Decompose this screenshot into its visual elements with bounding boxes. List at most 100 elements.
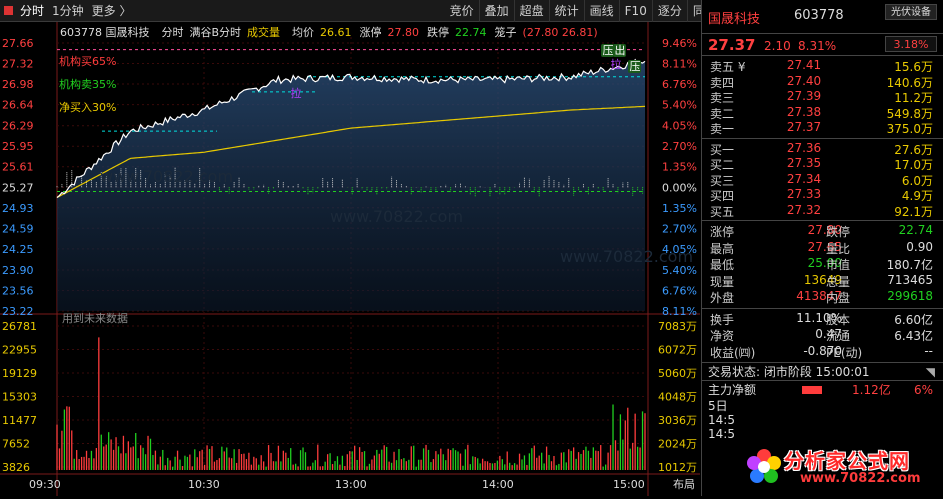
bid-price: 27.34: [786, 171, 822, 186]
sector-change: 3.18%: [885, 36, 937, 52]
partial-rows: 5日 14:5 14:5: [702, 399, 943, 441]
stat-value: 27.80: [807, 223, 842, 237]
ask-price: 27.38: [786, 104, 822, 119]
chart-info-text: 603778 国晟科技: [60, 25, 150, 39]
chart-info-text: 22.74: [455, 26, 487, 39]
period-tab-0[interactable]: 分时: [20, 3, 45, 18]
period-tab-2[interactable]: 更多 〉: [91, 3, 132, 18]
pct-tick-label: 5.40%: [662, 99, 697, 112]
ask-volume: 15.6万: [894, 60, 933, 74]
volume-tick-label: 19129: [2, 367, 37, 380]
price-line: [56, 58, 646, 198]
stat-value: 22.74: [898, 223, 933, 237]
bid-row[interactable]: 买五 27.32 92.1万: [702, 203, 943, 219]
toolbar-button-0[interactable]: 竞价: [445, 0, 480, 22]
intraday-chart[interactable]: 27.66 9.46% 27.32 8.11% 26.98 6.76% 26.64 5.40%…: [0, 22, 700, 496]
bid-volume: 17.0万: [894, 158, 933, 172]
partial-row: 5日: [708, 399, 728, 413]
toolbar-button-6[interactable]: 逐分: [653, 0, 688, 22]
mainforce-label: 主力净额: [708, 383, 757, 397]
signal-marker: 压: [603, 44, 614, 57]
stat-row: 收益(㈣) -0.870 PE(动) --: [702, 344, 943, 361]
signal-marker: 拉: [291, 86, 302, 100]
bid-row[interactable]: 买二 27.35 17.0万: [702, 156, 943, 172]
chart-info-text: 均价: [292, 26, 314, 39]
stat-value: 27.65: [807, 239, 842, 254]
chart-info-text: 涨停: [360, 25, 382, 39]
time-axis-label: 15:00: [613, 478, 645, 491]
ask-label: 卖一: [710, 122, 735, 136]
ask-row[interactable]: 卖五 ¥ 27.41 15.6万: [702, 58, 943, 74]
pct-tick-label: 2.70%: [662, 222, 697, 235]
ask-label: 卖三: [710, 91, 735, 105]
overlay-label: 净买入30%: [59, 100, 116, 114]
pct-tick-label: 6.76%: [662, 78, 697, 91]
volume-tick-label-right: 1012万: [658, 461, 697, 474]
ask-volume: 11.2万: [894, 91, 933, 105]
brand-url: www.70822.com: [800, 471, 921, 486]
bid-volume: 6.0万: [901, 173, 933, 188]
ask-price: 27.41: [786, 58, 822, 72]
ask-row[interactable]: 卖一 27.37 375.0万: [702, 120, 943, 136]
toolbar-button-5[interactable]: F10: [620, 0, 653, 22]
price-tick-label: 25.61: [2, 161, 34, 174]
pct-tick-label: 4.05%: [662, 120, 697, 133]
status-arrow-icon[interactable]: ◥: [925, 365, 935, 379]
stat-value: 6.60亿: [894, 312, 933, 327]
volume-tick-label-right: 7083万: [658, 320, 697, 333]
stock-name[interactable]: 国晟科技: [708, 12, 761, 27]
price-tick-label: 25.95: [2, 140, 34, 153]
bid-volume: 4.9万: [901, 189, 933, 203]
site-logo: 分析家公式网 www.70822.com: [744, 443, 940, 491]
bid-row[interactable]: 买一 27.36 27.6万: [702, 141, 943, 157]
avg-price-line: [56, 105, 646, 199]
price-tick-label: 25.27: [2, 181, 34, 194]
stat-label: 现量: [710, 274, 735, 289]
stat-row: 最低 25.00 市值 180.7亿: [702, 256, 943, 273]
chart-canvas[interactable]: 27.66 9.46% 27.32 8.11% 26.98 6.76% 26.64 5.40%…: [0, 22, 700, 496]
mainforce-value: 1.12亿: [852, 383, 891, 397]
toolbar-button-2[interactable]: 超盘: [515, 0, 550, 22]
bid-price: 27.35: [786, 156, 822, 170]
stat-label: 净资: [710, 329, 735, 343]
price-tick-label: 24.25: [2, 243, 34, 256]
ask-row[interactable]: 卖二 27.38 549.8万: [702, 105, 943, 121]
pct-tick-label: 1.35%: [662, 202, 697, 215]
toolbar-button-1[interactable]: 叠加: [480, 0, 515, 22]
ask-volume: 140.6万: [886, 75, 933, 90]
ask-row[interactable]: 卖四 27.40 140.6万: [702, 74, 943, 90]
period-tabs: 分时 1分钟 更多 〉: [0, 0, 135, 22]
price-area: [57, 59, 645, 311]
toolbar-button-3[interactable]: 统计: [550, 0, 585, 22]
pct-tick-label: 2.70%: [662, 140, 697, 153]
stat-value: 0.90: [906, 239, 933, 254]
stat-label: 跌停: [826, 225, 851, 239]
volume-tick-label-right: 4048万: [658, 391, 697, 404]
ask-row[interactable]: 卖三 27.39 11.2万: [702, 89, 943, 105]
bid-price: 27.32: [786, 202, 822, 217]
sector-button[interactable]: 光伏设备: [885, 4, 937, 20]
pct-tick-label: 1.35%: [662, 161, 697, 174]
stat-label: 量比: [826, 241, 851, 256]
volume-tick-label: 11477: [2, 414, 37, 427]
stat-value: 6.43亿: [894, 329, 933, 343]
price-tick-label: 27.32: [2, 58, 34, 71]
price-tick-label: 26.29: [2, 120, 34, 133]
bid-row[interactable]: 买三 27.34 6.0万: [702, 172, 943, 188]
mainforce-pct: 6%: [913, 383, 933, 397]
stat-row: 现量 13649 总量 713465: [702, 273, 943, 290]
stat-label: 内盘: [826, 291, 851, 305]
toolbar-button-4[interactable]: 画线: [585, 0, 620, 22]
stat-value: 180.7亿: [886, 258, 933, 272]
ask-label: 卖二: [710, 106, 735, 121]
partial-row: 14:5: [708, 413, 735, 427]
bid-row[interactable]: 买四 27.33 4.9万: [702, 187, 943, 203]
time-axis-label: 10:30: [188, 478, 220, 491]
stat-value: 713465: [887, 272, 933, 287]
time-axis-label: 14:00: [482, 478, 514, 491]
checkbox-icon[interactable]: [4, 6, 13, 15]
chart-info-text: 满谷B分时: [190, 26, 242, 39]
stat-value: 13649: [803, 272, 842, 287]
ask-label: 卖四: [710, 75, 735, 90]
period-tab-1[interactable]: 1分钟: [52, 3, 84, 18]
